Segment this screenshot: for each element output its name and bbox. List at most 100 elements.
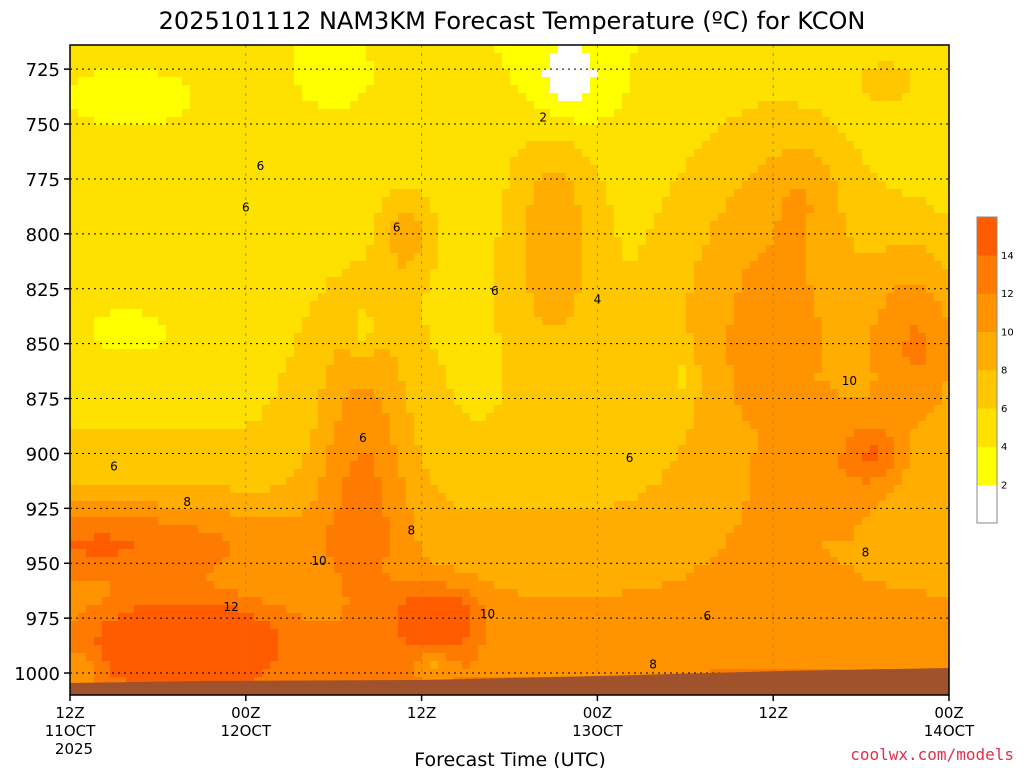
field-cell bbox=[542, 237, 551, 246]
field-cell bbox=[430, 229, 439, 238]
field-cell bbox=[118, 677, 127, 686]
field-cell bbox=[118, 341, 127, 350]
field-cell bbox=[494, 517, 503, 526]
field-cell bbox=[262, 285, 271, 294]
field-cell bbox=[414, 429, 423, 438]
field-cell bbox=[190, 629, 199, 638]
field-cell bbox=[326, 397, 335, 406]
field-cell bbox=[486, 301, 495, 310]
field-cell bbox=[462, 237, 471, 246]
field-cell bbox=[382, 205, 391, 214]
field-cell bbox=[526, 69, 535, 78]
field-cell bbox=[366, 125, 375, 134]
field-cell bbox=[462, 485, 471, 494]
field-cell bbox=[534, 189, 543, 198]
field-cell bbox=[478, 85, 487, 94]
field-cell bbox=[78, 221, 87, 230]
field-cell bbox=[150, 253, 159, 262]
field-cell bbox=[398, 245, 407, 254]
field-cell bbox=[78, 93, 87, 102]
field-cell bbox=[310, 533, 319, 542]
field-cell bbox=[390, 325, 399, 334]
field-cell bbox=[390, 213, 399, 222]
field-cell bbox=[446, 669, 455, 678]
field-cell bbox=[302, 333, 311, 342]
field-cell bbox=[270, 277, 279, 286]
field-cell bbox=[302, 325, 311, 334]
field-cell bbox=[374, 485, 383, 494]
field-cell bbox=[102, 277, 111, 286]
field-cell bbox=[438, 421, 447, 430]
field-cell bbox=[278, 333, 287, 342]
field-cell bbox=[190, 157, 199, 166]
field-cell bbox=[494, 53, 503, 62]
field-cell bbox=[214, 277, 223, 286]
field-cell bbox=[126, 605, 135, 614]
field-cell bbox=[294, 317, 303, 326]
field-cell bbox=[438, 621, 447, 630]
field-cell bbox=[502, 477, 511, 486]
field-cell bbox=[86, 605, 95, 614]
field-cell bbox=[446, 197, 455, 206]
field-cell bbox=[286, 205, 295, 214]
field-cell bbox=[166, 493, 175, 502]
field-cell bbox=[510, 133, 519, 142]
field-cell bbox=[126, 85, 135, 94]
field-cell bbox=[230, 61, 239, 70]
field-cell bbox=[214, 341, 223, 350]
field-cell bbox=[158, 645, 167, 654]
field-cell bbox=[102, 317, 111, 326]
field-cell bbox=[542, 365, 551, 374]
field-cell bbox=[382, 149, 391, 158]
field-cell bbox=[102, 69, 111, 78]
field-cell bbox=[70, 173, 79, 182]
field-cell bbox=[518, 325, 527, 334]
field-cell bbox=[278, 493, 287, 502]
field-cell bbox=[318, 149, 327, 158]
field-cell bbox=[142, 325, 151, 334]
field-cell bbox=[286, 645, 295, 654]
field-cell bbox=[406, 165, 415, 174]
field-cell bbox=[422, 453, 431, 462]
field-cell bbox=[454, 573, 463, 582]
field-cell bbox=[102, 605, 111, 614]
field-cell bbox=[118, 397, 127, 406]
field-cell bbox=[422, 421, 431, 430]
field-cell bbox=[142, 637, 151, 646]
field-cell bbox=[70, 117, 79, 126]
field-cell bbox=[70, 365, 79, 374]
field-cell bbox=[374, 117, 383, 126]
field-cell bbox=[70, 389, 79, 398]
field-cell bbox=[510, 341, 519, 350]
field-cell bbox=[110, 197, 119, 206]
field-cell bbox=[206, 165, 215, 174]
field-cell bbox=[502, 149, 511, 158]
field-cell bbox=[102, 381, 111, 390]
field-cell bbox=[390, 661, 399, 670]
field-cell bbox=[478, 253, 487, 262]
field-cell bbox=[198, 549, 207, 558]
field-cell bbox=[126, 61, 135, 70]
field-cell bbox=[430, 493, 439, 502]
field-cell bbox=[494, 669, 503, 678]
field-cell bbox=[350, 597, 359, 606]
field-cell bbox=[398, 141, 407, 150]
field-cell bbox=[454, 589, 463, 598]
field-cell bbox=[278, 605, 287, 614]
field-cell bbox=[518, 397, 527, 406]
field-cell bbox=[502, 453, 511, 462]
field-cell bbox=[246, 485, 255, 494]
field-cell bbox=[254, 493, 263, 502]
field-cell bbox=[86, 349, 95, 358]
field-cell bbox=[70, 629, 79, 638]
field-cell bbox=[302, 309, 311, 318]
field-cell bbox=[334, 429, 343, 438]
field-cell bbox=[214, 533, 223, 542]
field-cell bbox=[222, 413, 231, 422]
field-cell bbox=[134, 277, 143, 286]
field-cell bbox=[190, 253, 199, 262]
field-cell bbox=[126, 365, 135, 374]
field-cell bbox=[430, 397, 439, 406]
field-cell bbox=[190, 317, 199, 326]
field-cell bbox=[198, 381, 207, 390]
